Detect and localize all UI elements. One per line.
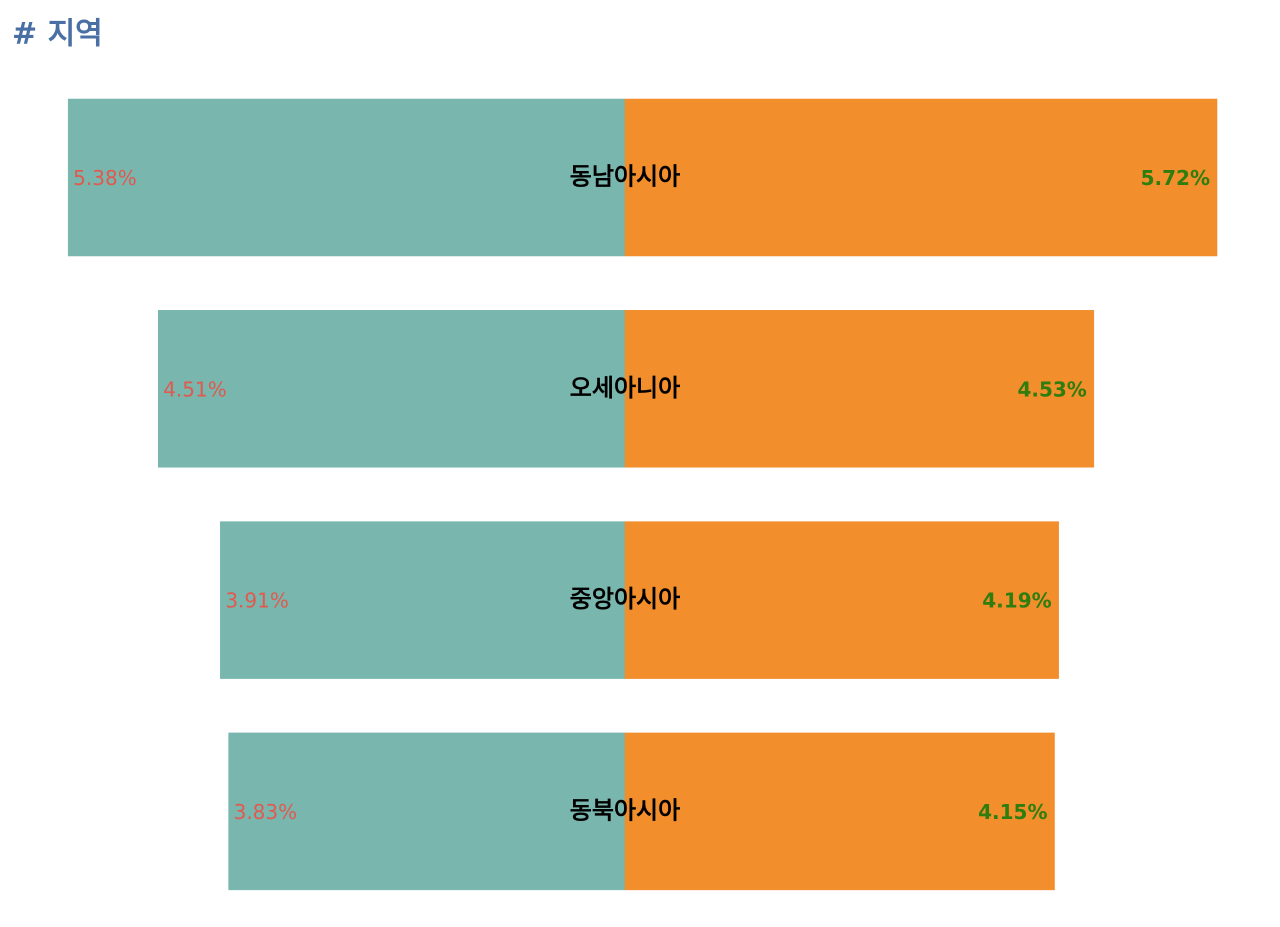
bar	[624, 98, 1218, 257]
bar	[228, 732, 626, 891]
category-label: 동북아시아	[570, 796, 680, 824]
value-label: 5.38%	[73, 166, 137, 190]
bar	[220, 521, 626, 679]
value-label: 4.15%	[978, 800, 1047, 824]
category-label: 동남아시아	[570, 163, 680, 191]
bar	[67, 98, 626, 257]
value-label: 4.53%	[1017, 377, 1086, 401]
bar	[624, 310, 1095, 468]
category-label: 오세아니아	[570, 374, 680, 402]
chart-title: # 지역	[12, 17, 103, 52]
bar	[624, 732, 1055, 891]
value-label: 5.72%	[1141, 166, 1210, 190]
value-label: 4.19%	[982, 589, 1051, 613]
bar	[624, 521, 1059, 679]
category-label: 중앙아시아	[570, 585, 680, 613]
value-label: 3.91%	[225, 589, 289, 613]
value-label: 4.51%	[163, 377, 227, 401]
bar	[157, 310, 626, 468]
value-label: 3.83%	[234, 800, 298, 824]
